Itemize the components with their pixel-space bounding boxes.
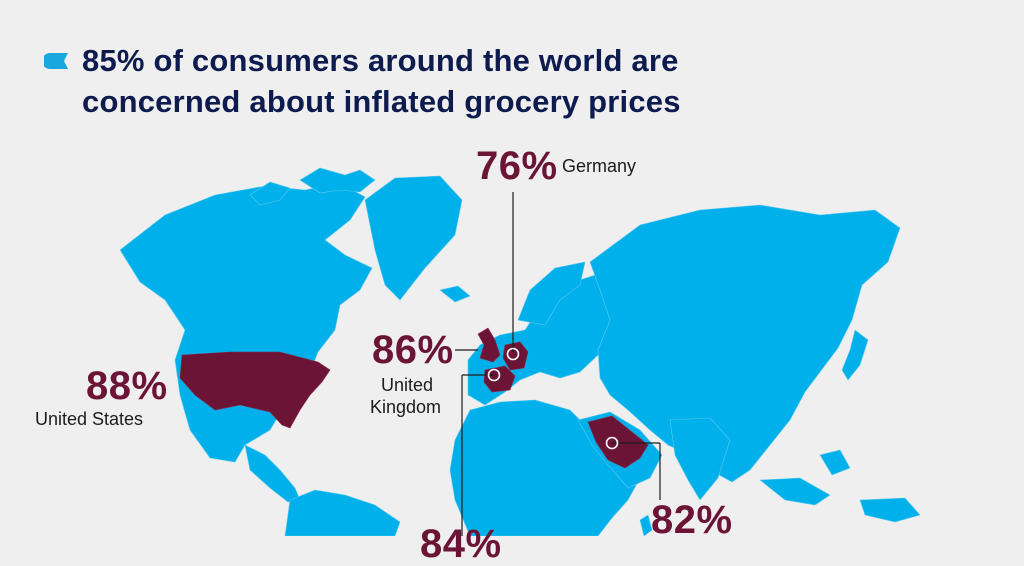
germany-marker xyxy=(506,347,520,361)
saudi-arabia-marker xyxy=(605,436,619,450)
world-map xyxy=(119,167,921,536)
us-country-label: United States xyxy=(35,409,144,429)
united-states-shape xyxy=(179,351,331,429)
headline-text: 85% of consumers around the world are co… xyxy=(82,40,681,122)
scandinavia-shape xyxy=(517,261,586,326)
india-shape xyxy=(669,417,731,501)
uk-country-label-line-1: United xyxy=(381,375,434,395)
headline-line-2: concerned about inflated grocery prices xyxy=(82,84,681,119)
france-percent-label: 84% xyxy=(420,522,502,566)
france-shape xyxy=(483,365,516,393)
headline-line-1: 85% of consumers around the world are xyxy=(82,43,679,78)
france-marker xyxy=(487,368,501,382)
speech-bubble-icon xyxy=(44,53,68,69)
headline: 85% of consumers around the world are co… xyxy=(44,40,681,122)
arctic-islands-shape xyxy=(299,167,376,194)
iceland-shape xyxy=(439,285,471,303)
south-america-shape xyxy=(284,489,401,536)
uk-country-label-line-2: Kingdom xyxy=(370,397,442,417)
asia-shape xyxy=(589,204,901,483)
us-percent-label: 88% xyxy=(86,364,168,408)
germany-percent-label: 76% xyxy=(476,144,558,188)
central-america-shape xyxy=(244,444,301,503)
uk-percent-label: 86% xyxy=(372,328,454,372)
saudi-percent-label: 82% xyxy=(651,498,733,542)
japan-shape xyxy=(841,329,869,381)
united-kingdom-shape xyxy=(477,327,501,363)
greenland-shape xyxy=(364,175,463,301)
north-america-shape xyxy=(119,182,373,463)
germany-country-label: Germany xyxy=(562,156,637,176)
